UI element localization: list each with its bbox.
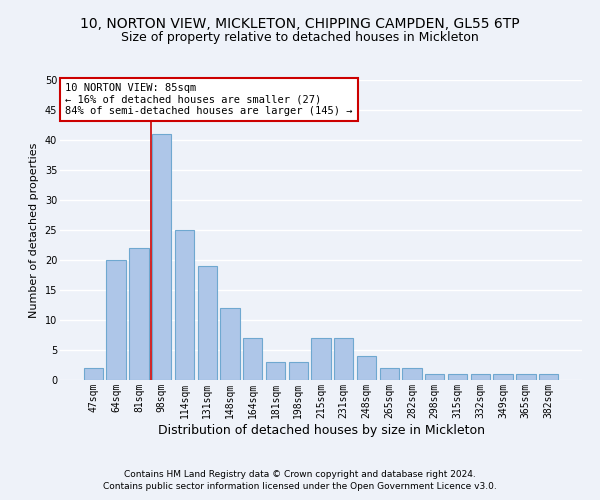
Bar — [243, 338, 262, 380]
Bar — [493, 374, 513, 380]
Bar — [403, 368, 422, 380]
Bar — [129, 248, 149, 380]
Bar — [539, 374, 558, 380]
Bar — [197, 266, 217, 380]
Text: Contains public sector information licensed under the Open Government Licence v3: Contains public sector information licen… — [103, 482, 497, 491]
Bar — [425, 374, 445, 380]
Text: 10, NORTON VIEW, MICKLETON, CHIPPING CAMPDEN, GL55 6TP: 10, NORTON VIEW, MICKLETON, CHIPPING CAM… — [80, 18, 520, 32]
Y-axis label: Number of detached properties: Number of detached properties — [29, 142, 39, 318]
Bar — [357, 356, 376, 380]
Text: Contains HM Land Registry data © Crown copyright and database right 2024.: Contains HM Land Registry data © Crown c… — [124, 470, 476, 479]
Text: Size of property relative to detached houses in Mickleton: Size of property relative to detached ho… — [121, 31, 479, 44]
Bar — [470, 374, 490, 380]
Bar — [84, 368, 103, 380]
Bar — [152, 134, 172, 380]
Text: 10 NORTON VIEW: 85sqm
← 16% of detached houses are smaller (27)
84% of semi-deta: 10 NORTON VIEW: 85sqm ← 16% of detached … — [65, 83, 353, 116]
Bar — [289, 362, 308, 380]
Bar — [516, 374, 536, 380]
Bar — [175, 230, 194, 380]
Bar — [448, 374, 467, 380]
Bar — [106, 260, 126, 380]
Bar — [311, 338, 331, 380]
Bar — [266, 362, 285, 380]
Bar — [220, 308, 239, 380]
X-axis label: Distribution of detached houses by size in Mickleton: Distribution of detached houses by size … — [157, 424, 485, 436]
Bar — [380, 368, 399, 380]
Bar — [334, 338, 353, 380]
